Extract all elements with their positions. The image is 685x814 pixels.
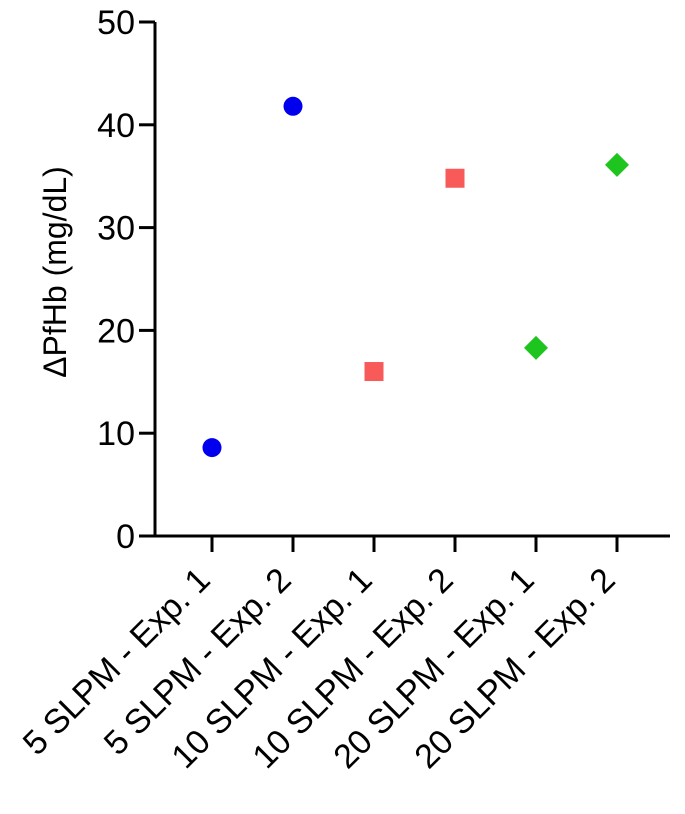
data-point-circle bbox=[202, 438, 222, 458]
data-point-diamond bbox=[524, 335, 548, 360]
y-tick-label: 10 bbox=[97, 415, 135, 453]
data-point-diamond bbox=[605, 152, 629, 177]
x-axis: 5 SLPM - Exp. 15 SLPM - Exp. 210 SLPM - … bbox=[16, 534, 670, 776]
y-axis: 0 10 20 30 40 50 bbox=[97, 4, 157, 556]
y-tick-label: 0 bbox=[116, 518, 135, 556]
data-point-square bbox=[364, 362, 384, 382]
y-tick-label: 20 bbox=[97, 312, 135, 350]
y-axis-title: ΔPfHb (mg/dL) bbox=[37, 166, 73, 378]
y-tick-label: 30 bbox=[97, 210, 135, 248]
y-tick-label: 40 bbox=[97, 107, 135, 145]
data-point-square bbox=[445, 168, 465, 188]
data-point-circle bbox=[283, 96, 303, 116]
y-tick-label: 50 bbox=[97, 4, 135, 42]
data-points bbox=[202, 96, 629, 458]
